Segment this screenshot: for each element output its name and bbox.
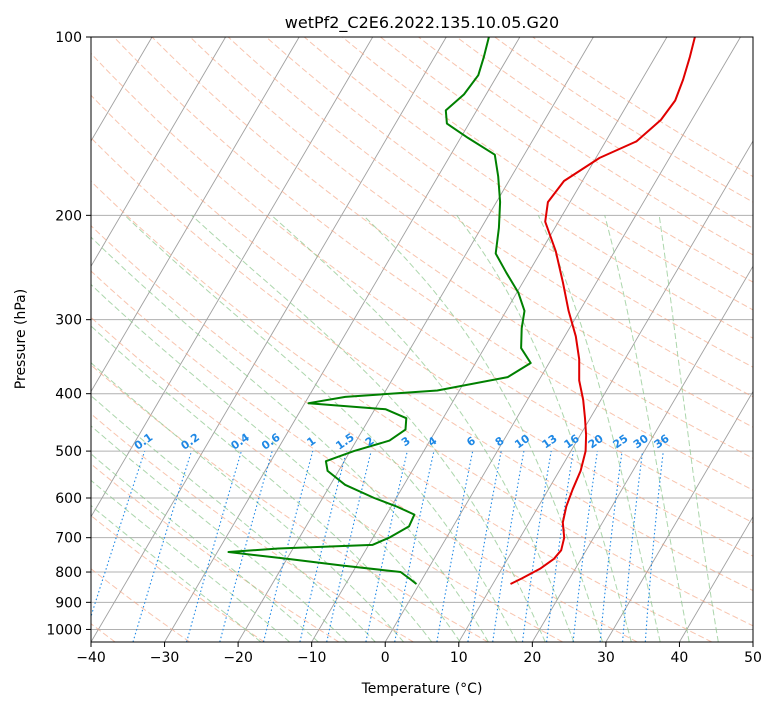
dry-adiabat [91,316,563,642]
y-tick-label: 500 [55,444,82,460]
mixing-ratio-line [186,450,242,642]
plot-background [91,37,753,642]
dry-adiabat [91,225,713,642]
dry-adiabat [494,37,753,203]
x-tick-label: 0 [381,650,390,666]
x-tick-label: 10 [450,650,468,666]
moist-adiabat [658,215,719,642]
y-tick-label: 300 [55,313,82,329]
mixing-ratio-line [467,450,502,642]
moist-adiabat [271,214,575,642]
dry-adiabat [227,37,753,398]
plot-frame [90,36,754,643]
y-axis-label: Pressure (hPa) [13,289,29,389]
x-axis-label: Temperature (°C) [361,681,483,697]
mixing-ratio-line [521,451,552,642]
x-tick-label: 40 [671,650,689,666]
moist-adiabat [91,479,291,642]
dry-adiabat [91,514,265,642]
dewpoint-line [227,37,532,585]
temperature-line [510,37,696,585]
moist-adiabat [362,214,603,642]
mixing-ratio-line [572,451,598,642]
dry-adiabat [91,94,753,557]
x-tick-label: 30 [597,650,615,666]
isotherm-line [164,37,521,642]
mixing-ratio-line [326,450,372,642]
dry-adiabat [265,37,753,368]
y-tick-label: 200 [55,208,82,224]
dry-adiabat [189,37,753,428]
dry-adiabat [91,52,753,524]
y-tick-label: 1000 [46,622,82,638]
chart-title: wetPf2_C2E6.2022.135.10.05.G20 [285,13,559,33]
axis-ticks: −40 −30 −20 −10 0 10 20 30 40 50 100 200 300 400 500 60… [46,30,762,666]
dry-adiabat [91,180,753,627]
mixing-ratio-line [132,450,193,642]
y-tick-label: 100 [55,30,82,46]
isotherm-line [679,515,753,642]
mixing-ratio-line [546,451,574,642]
dry-adiabat [303,37,753,339]
isotherm-line [91,37,447,642]
x-tick-label: −20 [223,650,253,666]
x-tick-label: 20 [523,650,541,666]
moist-adiabat [91,236,489,642]
isotherm-line [91,37,300,393]
dry-adiabat [456,37,753,229]
moist-adiabat [91,395,376,642]
mixing-ratio-line [365,450,408,642]
dry-adiabat [151,37,753,459]
moist-adiabat [604,215,690,642]
moist-adiabat [124,214,518,642]
x-tick-label: −10 [297,650,327,666]
isotherm-line [91,37,153,142]
dry-adiabat [418,37,753,256]
mixing-ratio-line [394,450,435,642]
isotherm-line [384,37,741,642]
y-tick-label: 400 [55,387,82,403]
isotherm-line [531,265,753,642]
moist-adiabat [191,214,546,642]
x-tick-label: −30 [150,650,180,666]
mixing-ratio-line [436,450,474,642]
x-tick-label: −40 [76,650,106,666]
mixing-ratio-line [299,450,347,642]
moist-adiabat [91,453,319,642]
dry-adiabat [342,37,753,311]
y-tick-label: 800 [55,565,82,581]
dry-adiabat [91,364,489,642]
sounding-series [227,37,696,585]
x-tick-label: 50 [744,650,762,666]
mixing-ratio-line [599,451,623,642]
mixing-ratio-line [91,450,146,619]
moist-adiabat [456,215,632,642]
y-tick-label: 900 [55,595,82,611]
moist-adiabat [91,362,404,642]
mixing-ratio-line [492,450,525,642]
y-tick-label: 600 [55,491,82,507]
mixing-ratio-line [262,450,314,642]
dry-adiabat [113,37,753,491]
mixing-ratio-line [219,450,273,642]
isotherm-line [237,37,594,642]
isotherm-line [91,37,226,268]
isotherm-line [91,37,374,518]
moist-adiabat [91,325,433,642]
background-lines [91,37,753,642]
isotherm-line [605,390,753,642]
moist-adiabat [537,215,661,642]
y-tick-label: 700 [55,531,82,547]
dry-adiabat [91,137,753,592]
isotherm-line [458,140,753,642]
dry-adiabat [91,270,638,642]
